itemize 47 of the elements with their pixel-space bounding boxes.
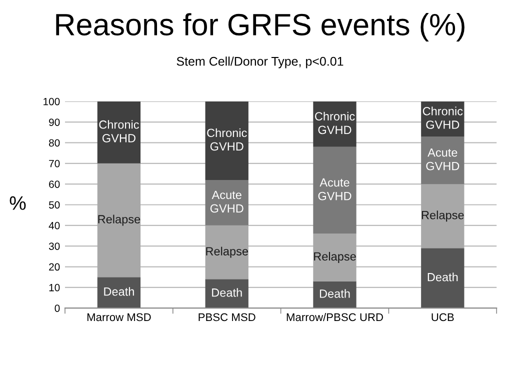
text: Relapse (314, 252, 356, 263)
bar (205, 101, 248, 180)
bar (97, 101, 141, 164)
text: Chronic GVHD (207, 128, 247, 151)
series-label: Relapse (98, 214, 140, 226)
y-tick-label: 70 (49, 160, 60, 168)
x-tick-label: Marrow MSD (87, 313, 151, 322)
y-tick-label: 40 (48, 222, 60, 230)
bar (421, 136, 464, 184)
bar (205, 279, 248, 308)
y-tick-label: 60 (49, 180, 60, 188)
bar (313, 146, 356, 234)
x-tick-label: UCB (432, 313, 454, 322)
y-tick-label: 50 (48, 201, 60, 209)
series-label: Acute GVHD (318, 178, 352, 200)
bar (97, 277, 141, 308)
text: Acute GVHD (426, 148, 460, 170)
y-axis-title: % (10, 196, 26, 210)
y-tick-label: 20 (49, 263, 60, 271)
y-tick-label: 90 (49, 118, 60, 126)
text: Acute GVHD (210, 190, 244, 213)
series-label: Death (320, 289, 350, 298)
chart-title: Reasons for GRFS events (%) (56, 13, 464, 42)
text: Chronic GVHD (315, 112, 355, 134)
text: Relapse (206, 246, 248, 258)
y-tick-label: 100 (44, 98, 60, 106)
bar (313, 281, 356, 308)
bar (313, 234, 356, 282)
y-tick-label: 10 (49, 284, 60, 292)
text: Death (104, 287, 134, 296)
bar (97, 163, 141, 278)
bar (205, 225, 248, 280)
y-tick-label: 30 (48, 242, 60, 250)
text: Chronic GVHD (422, 106, 463, 129)
series-label: Chronic GVHD (99, 120, 139, 142)
bar (313, 101, 356, 147)
bar (205, 180, 248, 226)
text: Death (212, 288, 242, 297)
chart-subtitle: Stem Cell/Donor Type, p<0.01 (176, 56, 344, 68)
y-tick-label: 0 (54, 304, 60, 312)
text: Relapse (422, 210, 464, 222)
x-tick-label: PBSC MSD (198, 313, 256, 322)
x-tick-label: Marrow/PBSC URD (286, 312, 383, 322)
y-tick-label: 80 (49, 139, 60, 147)
bar (421, 184, 464, 248)
text: Death (428, 272, 458, 282)
bar (421, 248, 464, 308)
